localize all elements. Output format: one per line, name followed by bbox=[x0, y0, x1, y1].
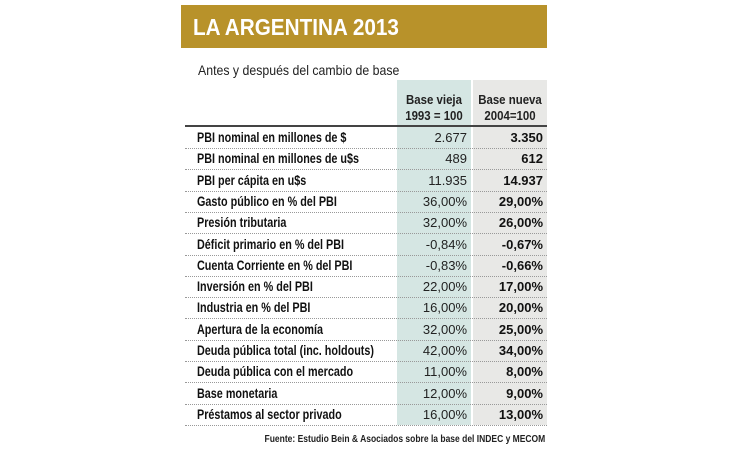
header-line: Base nueva bbox=[478, 92, 542, 107]
column-header: Base nueva 2004=100 bbox=[472, 92, 548, 124]
row-label: Préstamos al sector privado bbox=[197, 406, 342, 422]
old-base-value: 32,00% bbox=[422, 321, 467, 337]
row-label: Apertura de la economía bbox=[197, 321, 324, 337]
old-base-value: 11,00% bbox=[423, 364, 467, 380]
source: Fuente: Estudio Bein & Asociados sobre l… bbox=[264, 434, 545, 445]
row-label: Base monetaria bbox=[197, 385, 278, 401]
table-row: Inversión en % del PBI 22,00% 17,00% bbox=[185, 276, 547, 299]
row-label: Déficit primario en % del PBI bbox=[197, 236, 345, 252]
title: LA ARGENTINA 2013 bbox=[193, 14, 399, 40]
old-base-value: 32,00% bbox=[422, 215, 467, 231]
table-row: Préstamos al sector privado 16,00% 13,00% bbox=[185, 404, 547, 426]
old-base-value: 12,00% bbox=[422, 385, 467, 401]
new-base-value: -0,67% bbox=[501, 236, 543, 252]
old-base-value: 42,00% bbox=[422, 343, 467, 358]
column-shade bbox=[397, 80, 471, 425]
row-label: Deuda pública total (inc. holdouts) bbox=[197, 343, 374, 358]
new-base-value: 25,00% bbox=[498, 321, 543, 337]
table-row: PBI nominal en millones de u$s 489 612 bbox=[185, 148, 547, 171]
row-label: Industria en % del PBI bbox=[197, 300, 311, 316]
table-row: Presión tributaria 32,00% 26,00% bbox=[185, 212, 547, 235]
row-label: PBI nominal en millones de u$s bbox=[197, 151, 360, 167]
new-base-value: 34,00% bbox=[498, 343, 543, 358]
row-label: Presión tributaria bbox=[197, 215, 287, 231]
old-base-value: 11.935 bbox=[428, 172, 467, 188]
row-label: Deuda pública con el mercado bbox=[197, 364, 354, 380]
row-label: Gasto público en % del PBI bbox=[197, 193, 337, 209]
new-base-value: -0,66% bbox=[501, 257, 543, 273]
row-label: PBI per cápita en u$s bbox=[197, 172, 307, 188]
header-line: 2004=100 bbox=[484, 108, 536, 123]
table-row: Apertura de la economía 32,00% 25,00% bbox=[185, 319, 547, 341]
table-row: Industria en % del PBI 16,00% 20,00% bbox=[185, 297, 547, 320]
table-row: PBI nominal en millones de $ 2.677 3.350 bbox=[185, 127, 547, 149]
header-line: 1993 = 100 bbox=[405, 108, 463, 123]
new-base-value: 14.937 bbox=[503, 172, 543, 188]
header-rule bbox=[185, 125, 547, 127]
subtitle: Antes y después del cambio de base bbox=[198, 62, 400, 78]
old-base-value: 22,00% bbox=[422, 279, 467, 295]
column-header: Base vieja 1993 = 100 bbox=[396, 92, 472, 124]
old-base-value: -0,83% bbox=[425, 257, 467, 273]
new-base-value: 29,00% bbox=[498, 193, 543, 209]
table-row: Déficit primario en % del PBI -0,84% -0,67… bbox=[185, 234, 547, 256]
new-base-value: 3.350 bbox=[510, 130, 543, 145]
table-row: PBI per cápita en u$s 11.935 14.937 bbox=[185, 170, 547, 192]
old-base-value: -0,84% bbox=[425, 236, 467, 252]
new-base-value: 26,00% bbox=[498, 215, 543, 231]
new-base-value: 8,00% bbox=[506, 364, 543, 380]
new-base-value: 17,00% bbox=[498, 279, 543, 295]
new-base-value: 9,00% bbox=[506, 385, 543, 401]
old-base-value: 16,00% bbox=[422, 406, 467, 422]
table-row: Cuenta Corriente en % del PBI -0,83% -0,66… bbox=[185, 255, 547, 277]
old-base-value: 16,00% bbox=[422, 300, 467, 316]
new-base-value: 13,00% bbox=[498, 406, 543, 422]
table-row: Base monetaria 12,00% 9,00% bbox=[185, 383, 547, 405]
column-shade bbox=[473, 80, 547, 425]
new-base-value: 20,00% bbox=[498, 300, 543, 316]
row-label: PBI nominal en millones de $ bbox=[197, 130, 347, 145]
table-row: Deuda pública con el mercado 11,00% 8,00% bbox=[185, 361, 547, 384]
old-base-value: 489 bbox=[445, 151, 467, 167]
table-row: Gasto público en % del PBI 36,00% 29,00% bbox=[185, 191, 547, 213]
old-base-value: 36,00% bbox=[422, 193, 467, 209]
title-bar: LA ARGENTINA 2013 bbox=[181, 5, 547, 48]
new-base-value: 612 bbox=[521, 151, 543, 167]
row-label: Cuenta Corriente en % del PBI bbox=[197, 257, 353, 273]
old-base-value: 2.677 bbox=[434, 130, 467, 145]
table-row: Deuda pública total (inc. holdouts) 42,00… bbox=[185, 340, 547, 362]
header-line: Base vieja bbox=[406, 92, 462, 107]
row-label: Inversión en % del PBI bbox=[197, 279, 313, 295]
